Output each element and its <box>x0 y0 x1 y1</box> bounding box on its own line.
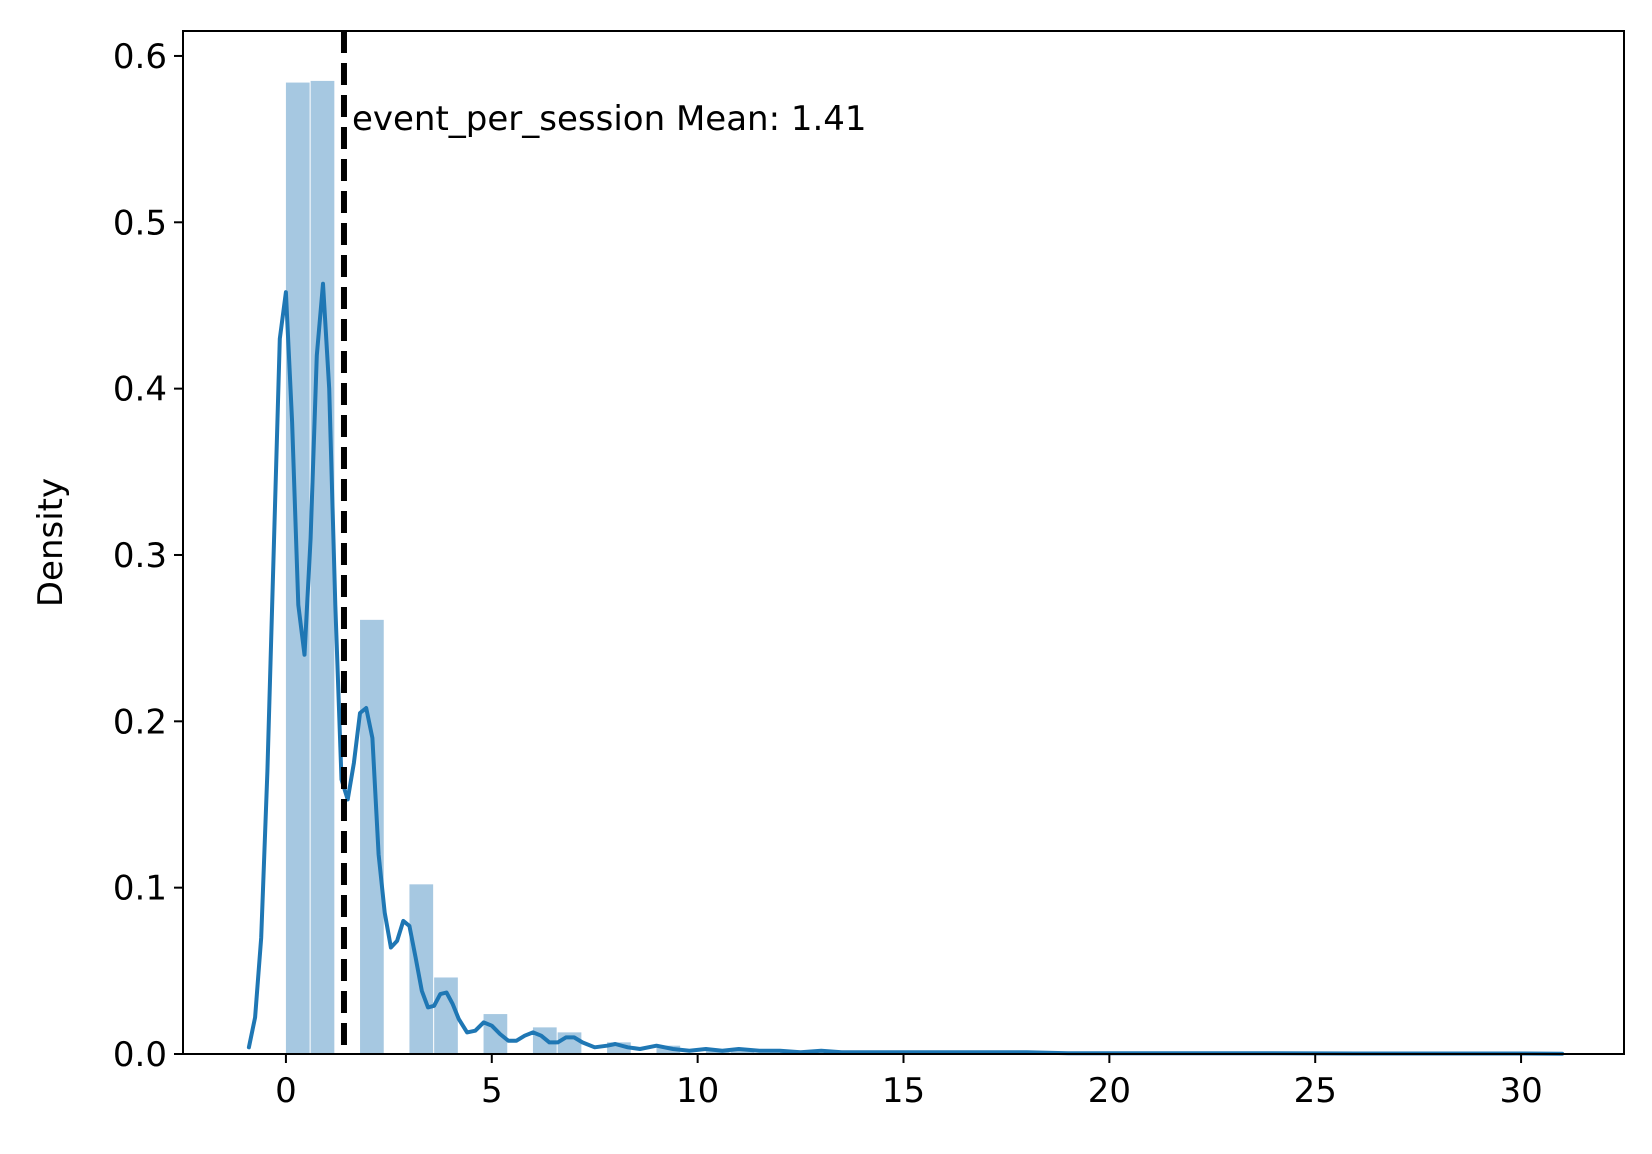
x-tick-label: 10 <box>676 1071 719 1111</box>
histogram-bar <box>360 619 384 1054</box>
y-tick-label: 0.4 <box>113 370 167 410</box>
y-tick-label: 0.1 <box>113 869 167 909</box>
x-tick-label: 15 <box>882 1071 925 1111</box>
x-tick-label: 5 <box>481 1071 503 1111</box>
histogram-bar <box>434 977 458 1054</box>
plot-frame <box>182 30 1625 1055</box>
kde-curve-layer <box>246 281 1565 1056</box>
mean-annotation: event_per_session Mean: 1.41 <box>352 99 867 139</box>
x-tick-label: 30 <box>1499 1071 1542 1111</box>
y-axis-label: Density <box>31 478 71 607</box>
kde-curve <box>246 281 1565 1056</box>
y-tick-label: 0.2 <box>113 702 167 742</box>
y-tick-label: 0.3 <box>113 536 167 576</box>
axes <box>182 30 1625 1055</box>
histogram-bar <box>607 1042 631 1054</box>
x-tick-label: 0 <box>275 1071 297 1111</box>
y-tick-label: 0.0 <box>113 1035 167 1075</box>
x-tick-label: 20 <box>1088 1071 1131 1111</box>
y-tick-label: 0.5 <box>113 203 167 243</box>
y-tick-label: 0.6 <box>113 37 167 77</box>
tick-labels: 0 5 10 15 20 25 30 0.0 0.1 0.2 0.3 0.4 0.5 0.6 <box>113 37 1543 1111</box>
histogram-bars <box>285 80 1570 1054</box>
histogram-bar <box>409 884 434 1054</box>
histogram-bar <box>483 1014 508 1054</box>
histogram-bar <box>730 1050 755 1054</box>
histogram-bar <box>310 80 335 1054</box>
x-tick-label: 25 <box>1294 1071 1337 1111</box>
